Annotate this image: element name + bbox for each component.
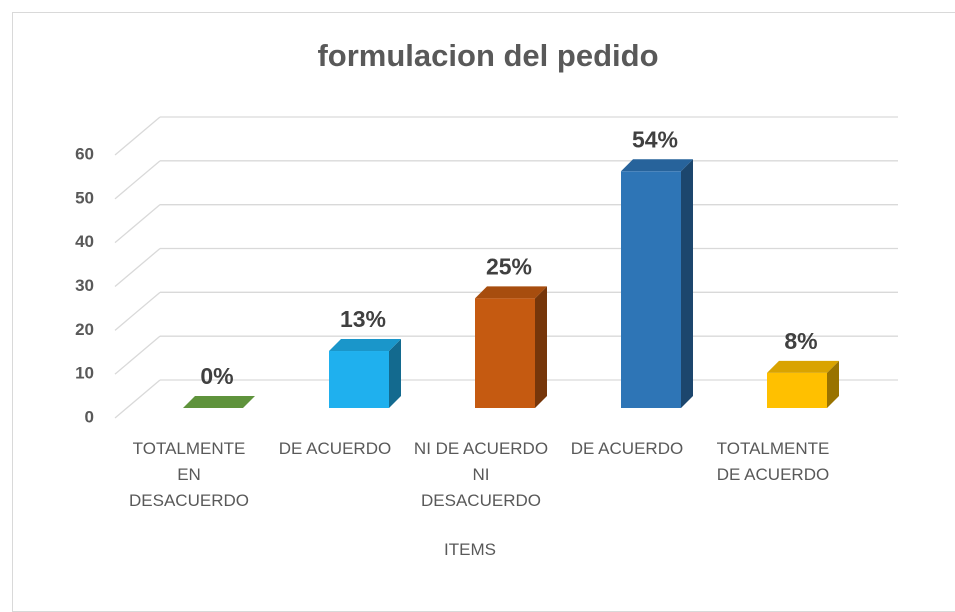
bar-side — [389, 339, 401, 408]
grid-line — [114, 291, 161, 331]
y-tick-label: 20 — [75, 320, 94, 339]
grid-line — [114, 379, 161, 419]
y-tick-label: 50 — [75, 188, 94, 207]
bar-side — [535, 286, 547, 408]
x-axis-label: ITEMS — [444, 540, 496, 559]
y-tick-label: 60 — [75, 144, 94, 163]
data-label: 8% — [784, 328, 817, 354]
x-tick-label: TOTALMENTE EN DESACUERDO — [129, 439, 249, 510]
y-tick-label: 10 — [75, 364, 94, 383]
bar — [475, 298, 535, 408]
grid-line — [114, 116, 161, 156]
grid-line — [114, 204, 161, 244]
y-tick-label: 40 — [75, 232, 94, 251]
data-label: 25% — [486, 253, 532, 279]
data-label: 54% — [632, 126, 678, 152]
bar-side — [681, 159, 693, 408]
bar — [767, 372, 827, 408]
chart-title: formulacion del pedido — [317, 38, 658, 73]
data-label: 0% — [200, 363, 233, 389]
bar-top — [621, 159, 693, 172]
y-tick-label: 30 — [75, 276, 94, 295]
chart: formulacion del pedido 0 10 20 30 40 50 60 0% 13… — [75, 38, 898, 426]
bar-top — [329, 339, 401, 352]
bar-top — [183, 396, 255, 408]
bar-top — [767, 360, 839, 373]
y-tick-label: 0 — [85, 407, 94, 426]
page: {"chart_data": {"type": "bar", "title": … — [12, 12, 955, 612]
x-tick-label: NI DE ACUERDO NI DESACUERDO — [413, 439, 549, 510]
x-tick-label: TOTALMENTE DE ACUERDO — [716, 439, 830, 484]
grid-line — [114, 335, 161, 375]
bar — [329, 351, 389, 408]
grid-line — [114, 248, 161, 287]
bar — [621, 171, 681, 408]
x-tick-label: DE ACUERDO — [278, 439, 392, 458]
bar-side — [827, 360, 839, 408]
bar-top — [475, 286, 547, 299]
x-tick-label: DE ACUERDO — [570, 439, 684, 458]
grid-line — [114, 160, 161, 200]
data-label: 13% — [340, 306, 386, 332]
